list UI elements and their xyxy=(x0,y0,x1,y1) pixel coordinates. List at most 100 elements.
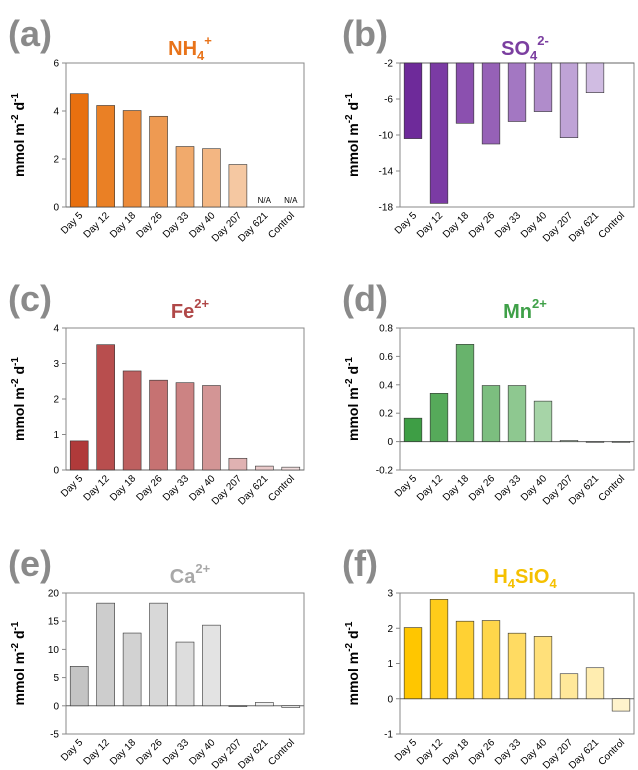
bar xyxy=(175,382,195,471)
bar xyxy=(455,62,475,124)
y-tick-label: -2 xyxy=(384,59,393,70)
bar xyxy=(228,705,248,707)
y-axis-label: mmol m-2 d-1 xyxy=(344,621,361,705)
panel-letter: (d) xyxy=(342,278,388,319)
x-tick-label: Day 26 xyxy=(467,737,497,767)
y-tick-label: -5 xyxy=(50,730,59,741)
y-tick-label: -14 xyxy=(379,167,394,178)
bar xyxy=(559,673,579,700)
plot-frame xyxy=(65,592,305,735)
y-tick-label: 6 xyxy=(53,59,59,70)
bar xyxy=(69,93,89,208)
x-tick-label: Day 18 xyxy=(108,473,138,503)
x-tick-label: Control xyxy=(597,737,628,768)
y-tick-label: 0 xyxy=(387,437,393,448)
y-tick-label: 2 xyxy=(53,155,59,166)
x-tick-label: Day 18 xyxy=(108,210,138,240)
bar xyxy=(228,164,248,208)
panel-letter: (a) xyxy=(8,13,52,54)
bar xyxy=(96,602,115,707)
bar xyxy=(559,62,579,138)
bar xyxy=(559,440,579,442)
bar xyxy=(202,148,221,208)
y-tick-label: 4 xyxy=(53,324,59,335)
panel-letter: (c) xyxy=(8,278,52,319)
bar xyxy=(533,636,553,700)
x-tick-label: Day 621 xyxy=(236,473,270,507)
y-tick-label: -0.2 xyxy=(376,466,394,477)
y-tick-label: -1 xyxy=(384,730,393,741)
x-tick-label: Control xyxy=(266,210,297,241)
x-tick-label: Day 33 xyxy=(161,737,191,767)
bar xyxy=(175,641,195,707)
bar xyxy=(122,632,142,707)
x-tick-label: Day 12 xyxy=(82,737,112,767)
y-tick-label: 1 xyxy=(387,659,393,670)
panel-title: Fe2+ xyxy=(171,296,210,323)
bar xyxy=(481,62,501,145)
bar xyxy=(611,698,631,712)
y-tick-label: 2 xyxy=(387,624,393,635)
x-tick-label: Day 12 xyxy=(415,473,445,503)
x-tick-label: Control xyxy=(597,210,628,241)
y-tick-label: 5 xyxy=(53,673,59,684)
panel-letter: (e) xyxy=(8,543,52,584)
x-tick-label: Day 12 xyxy=(415,210,445,240)
x-tick-label: Day 33 xyxy=(161,473,191,503)
x-tick-label: Day 33 xyxy=(493,737,523,767)
bar xyxy=(149,602,168,707)
bar xyxy=(585,62,605,94)
y-tick-label: 0.2 xyxy=(379,409,393,420)
y-tick-label: 0.8 xyxy=(379,324,393,335)
x-tick-label: Day 33 xyxy=(161,210,191,240)
bar xyxy=(202,385,221,471)
y-axis-label: mmol m-2 d-1 xyxy=(10,357,27,441)
y-tick-label: 0.6 xyxy=(379,352,393,363)
x-tick-label: Day 12 xyxy=(82,210,112,240)
bar-label: N/A xyxy=(258,196,272,205)
bar xyxy=(585,441,605,443)
bar xyxy=(507,62,527,122)
bar xyxy=(403,417,423,442)
bar xyxy=(429,599,449,700)
bar xyxy=(96,105,115,208)
bar xyxy=(429,62,449,204)
panel-letter: (b) xyxy=(342,13,388,54)
x-tick-label: Day 26 xyxy=(467,473,497,503)
panel-title: Ca2+ xyxy=(170,561,211,588)
y-axis-label: mmol m-2 d-1 xyxy=(344,357,361,441)
bar xyxy=(281,705,301,708)
x-tick-label: Day 18 xyxy=(108,737,138,767)
x-tick-label: Day 621 xyxy=(236,210,270,244)
bar xyxy=(122,110,142,208)
y-tick-label: 0 xyxy=(53,203,59,214)
x-tick-label: Day 18 xyxy=(441,473,471,503)
bar xyxy=(96,344,115,471)
bar xyxy=(69,666,89,707)
y-tick-label: -6 xyxy=(384,95,393,106)
y-tick-label: 15 xyxy=(48,617,60,628)
panel-title: NH4+ xyxy=(168,33,212,63)
y-tick-label: 3 xyxy=(387,589,393,600)
y-tick-label: 20 xyxy=(48,589,60,600)
plot-frame xyxy=(399,327,635,471)
bar xyxy=(149,115,168,208)
bar xyxy=(281,466,301,471)
y-axis-label: mmol m-2 d-1 xyxy=(10,93,27,177)
y-tick-label: 10 xyxy=(48,645,60,656)
y-tick-label: 3 xyxy=(53,359,59,370)
x-tick-label: Day 12 xyxy=(82,473,112,503)
bar xyxy=(481,385,501,442)
x-tick-label: Day 26 xyxy=(467,210,497,240)
bar xyxy=(202,624,221,707)
x-tick-label: Day 26 xyxy=(134,737,164,767)
panel-title: H4SiO4 xyxy=(493,566,557,591)
x-tick-label: Day 621 xyxy=(567,737,601,770)
